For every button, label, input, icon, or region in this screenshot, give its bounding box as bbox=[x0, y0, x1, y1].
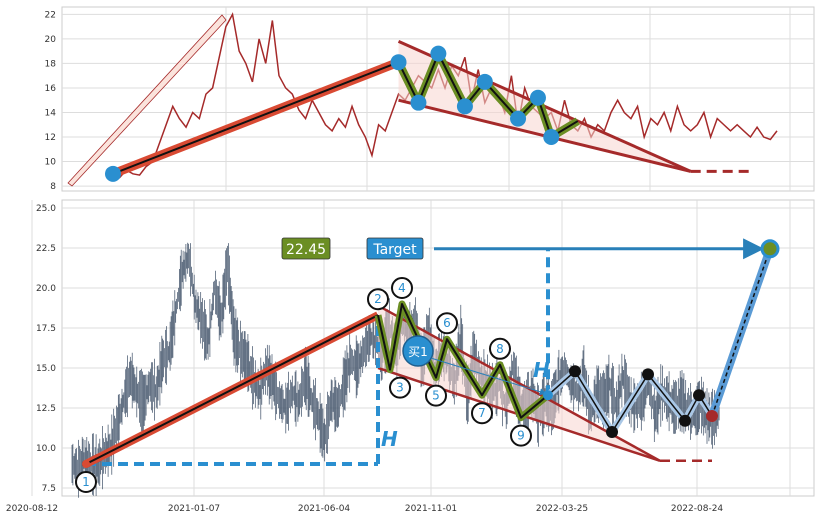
top-pivot-dot bbox=[543, 129, 560, 146]
h-label-right: H bbox=[533, 358, 550, 382]
top-pivot-dot bbox=[430, 45, 447, 62]
price-label: 22.45 bbox=[286, 242, 326, 258]
top-upsweep-arrow bbox=[67, 14, 227, 187]
bottom-y-tick-label: 7.5 bbox=[42, 484, 56, 494]
pattern-point-label: 8 bbox=[496, 342, 504, 356]
pattern-point-5: 5 bbox=[425, 384, 447, 407]
projection-dots bbox=[82, 365, 718, 468]
top-pivot-dot bbox=[390, 54, 407, 71]
price-label-box: 22.45 bbox=[281, 237, 331, 260]
pattern-point-label: 2 bbox=[374, 292, 382, 306]
projection-dot bbox=[569, 365, 581, 378]
top-y-tick-label: 10 bbox=[45, 158, 57, 168]
bottom-y-tick-label: 15.0 bbox=[36, 364, 56, 374]
buy-point-dot bbox=[543, 390, 553, 401]
bottom-y-tick-label: 22.5 bbox=[36, 244, 56, 254]
pattern-point-circle bbox=[436, 312, 458, 335]
bottom-x-tick-label: 2021-06-04 bbox=[298, 504, 351, 514]
bottom-main-leg bbox=[85, 314, 379, 465]
top-pivot-dot bbox=[105, 165, 121, 182]
projection-dot bbox=[679, 414, 691, 427]
pattern-point-circle bbox=[510, 424, 532, 447]
pattern-point-6: 6 bbox=[436, 312, 458, 335]
pattern-point-circle bbox=[425, 384, 447, 407]
target-dot bbox=[760, 239, 780, 259]
bottom-y-tick-label: 20.0 bbox=[36, 284, 56, 294]
target-label: Target bbox=[372, 242, 417, 258]
top-y-tick-label: 22 bbox=[45, 10, 56, 20]
top-pivot-dot bbox=[476, 73, 493, 90]
bottom-y-tick-label: 17.5 bbox=[36, 324, 56, 334]
pattern-point-9: 9 bbox=[510, 424, 532, 447]
pattern-point-label: 3 bbox=[396, 381, 404, 395]
bottom-x-tick-label: 2021-01-07 bbox=[168, 504, 220, 514]
pattern-point-label: 5 bbox=[432, 389, 440, 403]
projection-dot bbox=[706, 410, 718, 422]
bottom-zigzag bbox=[377, 303, 549, 419]
start-dot bbox=[82, 460, 90, 468]
pattern-point-circle bbox=[489, 337, 511, 360]
pattern-point-1: 1 bbox=[75, 471, 97, 493]
h-label-left: H bbox=[381, 427, 398, 451]
bottom-x-ticks: 2020-08-12 2021-01-07 2021-06-04 2021-11-01… bbox=[6, 504, 724, 514]
top-pivot-dot bbox=[410, 94, 427, 111]
target-leg bbox=[711, 248, 771, 417]
bottom-x-tick-label: 2022-03-25 bbox=[536, 504, 588, 514]
projection-dot bbox=[693, 389, 705, 402]
top-pivot-dot bbox=[456, 98, 473, 115]
pattern-point-8: 8 bbox=[489, 337, 511, 360]
top-y-tick-label: 12 bbox=[45, 133, 56, 143]
top-y-tick-label: 18 bbox=[45, 59, 57, 69]
bottom-x-tick-label: 2021-11-01 bbox=[405, 504, 457, 514]
projection-dot bbox=[642, 368, 654, 381]
pattern-point-circle bbox=[389, 376, 411, 399]
top-y-ticks: 8 10 12 14 16 18 20 22 bbox=[45, 10, 57, 192]
bottom-y-tick-label: 25.0 bbox=[36, 204, 56, 214]
top-pivot-dot bbox=[510, 110, 527, 127]
target-label-box: Target bbox=[366, 237, 424, 260]
pattern-point-label: 1 bbox=[82, 475, 90, 489]
top-y-tick-label: 16 bbox=[45, 84, 57, 94]
bottom-panel: 7.5 10.0 12.5 15.0 17.5 20.0 22.5 25.0 2020-08-… bbox=[6, 199, 815, 514]
top-panel: 8 10 12 14 16 18 20 22 bbox=[45, 6, 815, 192]
top-y-tick-label: 14 bbox=[45, 108, 57, 118]
top-y-tick-label: 8 bbox=[50, 182, 56, 192]
top-main-leg bbox=[112, 61, 399, 175]
top-y-tick-label: 20 bbox=[45, 35, 57, 45]
pattern-point-label: 9 bbox=[517, 429, 525, 443]
bottom-y-tick-label: 10.0 bbox=[36, 444, 56, 454]
pattern-point-labels: 1 2 3 4 5 6 7 8 9 bbox=[75, 277, 532, 493]
buy-signal-arrow bbox=[431, 357, 547, 396]
buy-label: 买1 bbox=[408, 345, 428, 359]
pattern-point-7: 7 bbox=[471, 402, 493, 425]
pattern-point-circle bbox=[471, 402, 493, 425]
pattern-point-3: 3 bbox=[389, 376, 411, 399]
pattern-point-label: 7 bbox=[478, 406, 486, 420]
bottom-x-tick-label: 2022-08-24 bbox=[671, 504, 724, 514]
bottom-y-ticks: 7.5 10.0 12.5 15.0 17.5 20.0 22.5 25.0 bbox=[36, 204, 56, 494]
top-pivot-dot bbox=[529, 89, 546, 106]
bottom-y-tick-label: 12.5 bbox=[36, 404, 56, 414]
bottom-x-tick-label: 2020-08-12 bbox=[6, 504, 58, 514]
buy-marker: 买1 bbox=[402, 335, 434, 367]
pattern-point-label: 6 bbox=[443, 316, 451, 330]
pattern-point-circle bbox=[367, 288, 389, 311]
top-pivot-dots bbox=[105, 45, 560, 182]
pattern-point-circle bbox=[391, 277, 413, 299]
projection-dot bbox=[606, 426, 618, 438]
pattern-point-2: 2 bbox=[367, 288, 389, 311]
pattern-point-circle bbox=[75, 471, 97, 493]
pattern-point-4: 4 bbox=[391, 277, 413, 299]
pattern-point-label: 4 bbox=[398, 281, 406, 295]
